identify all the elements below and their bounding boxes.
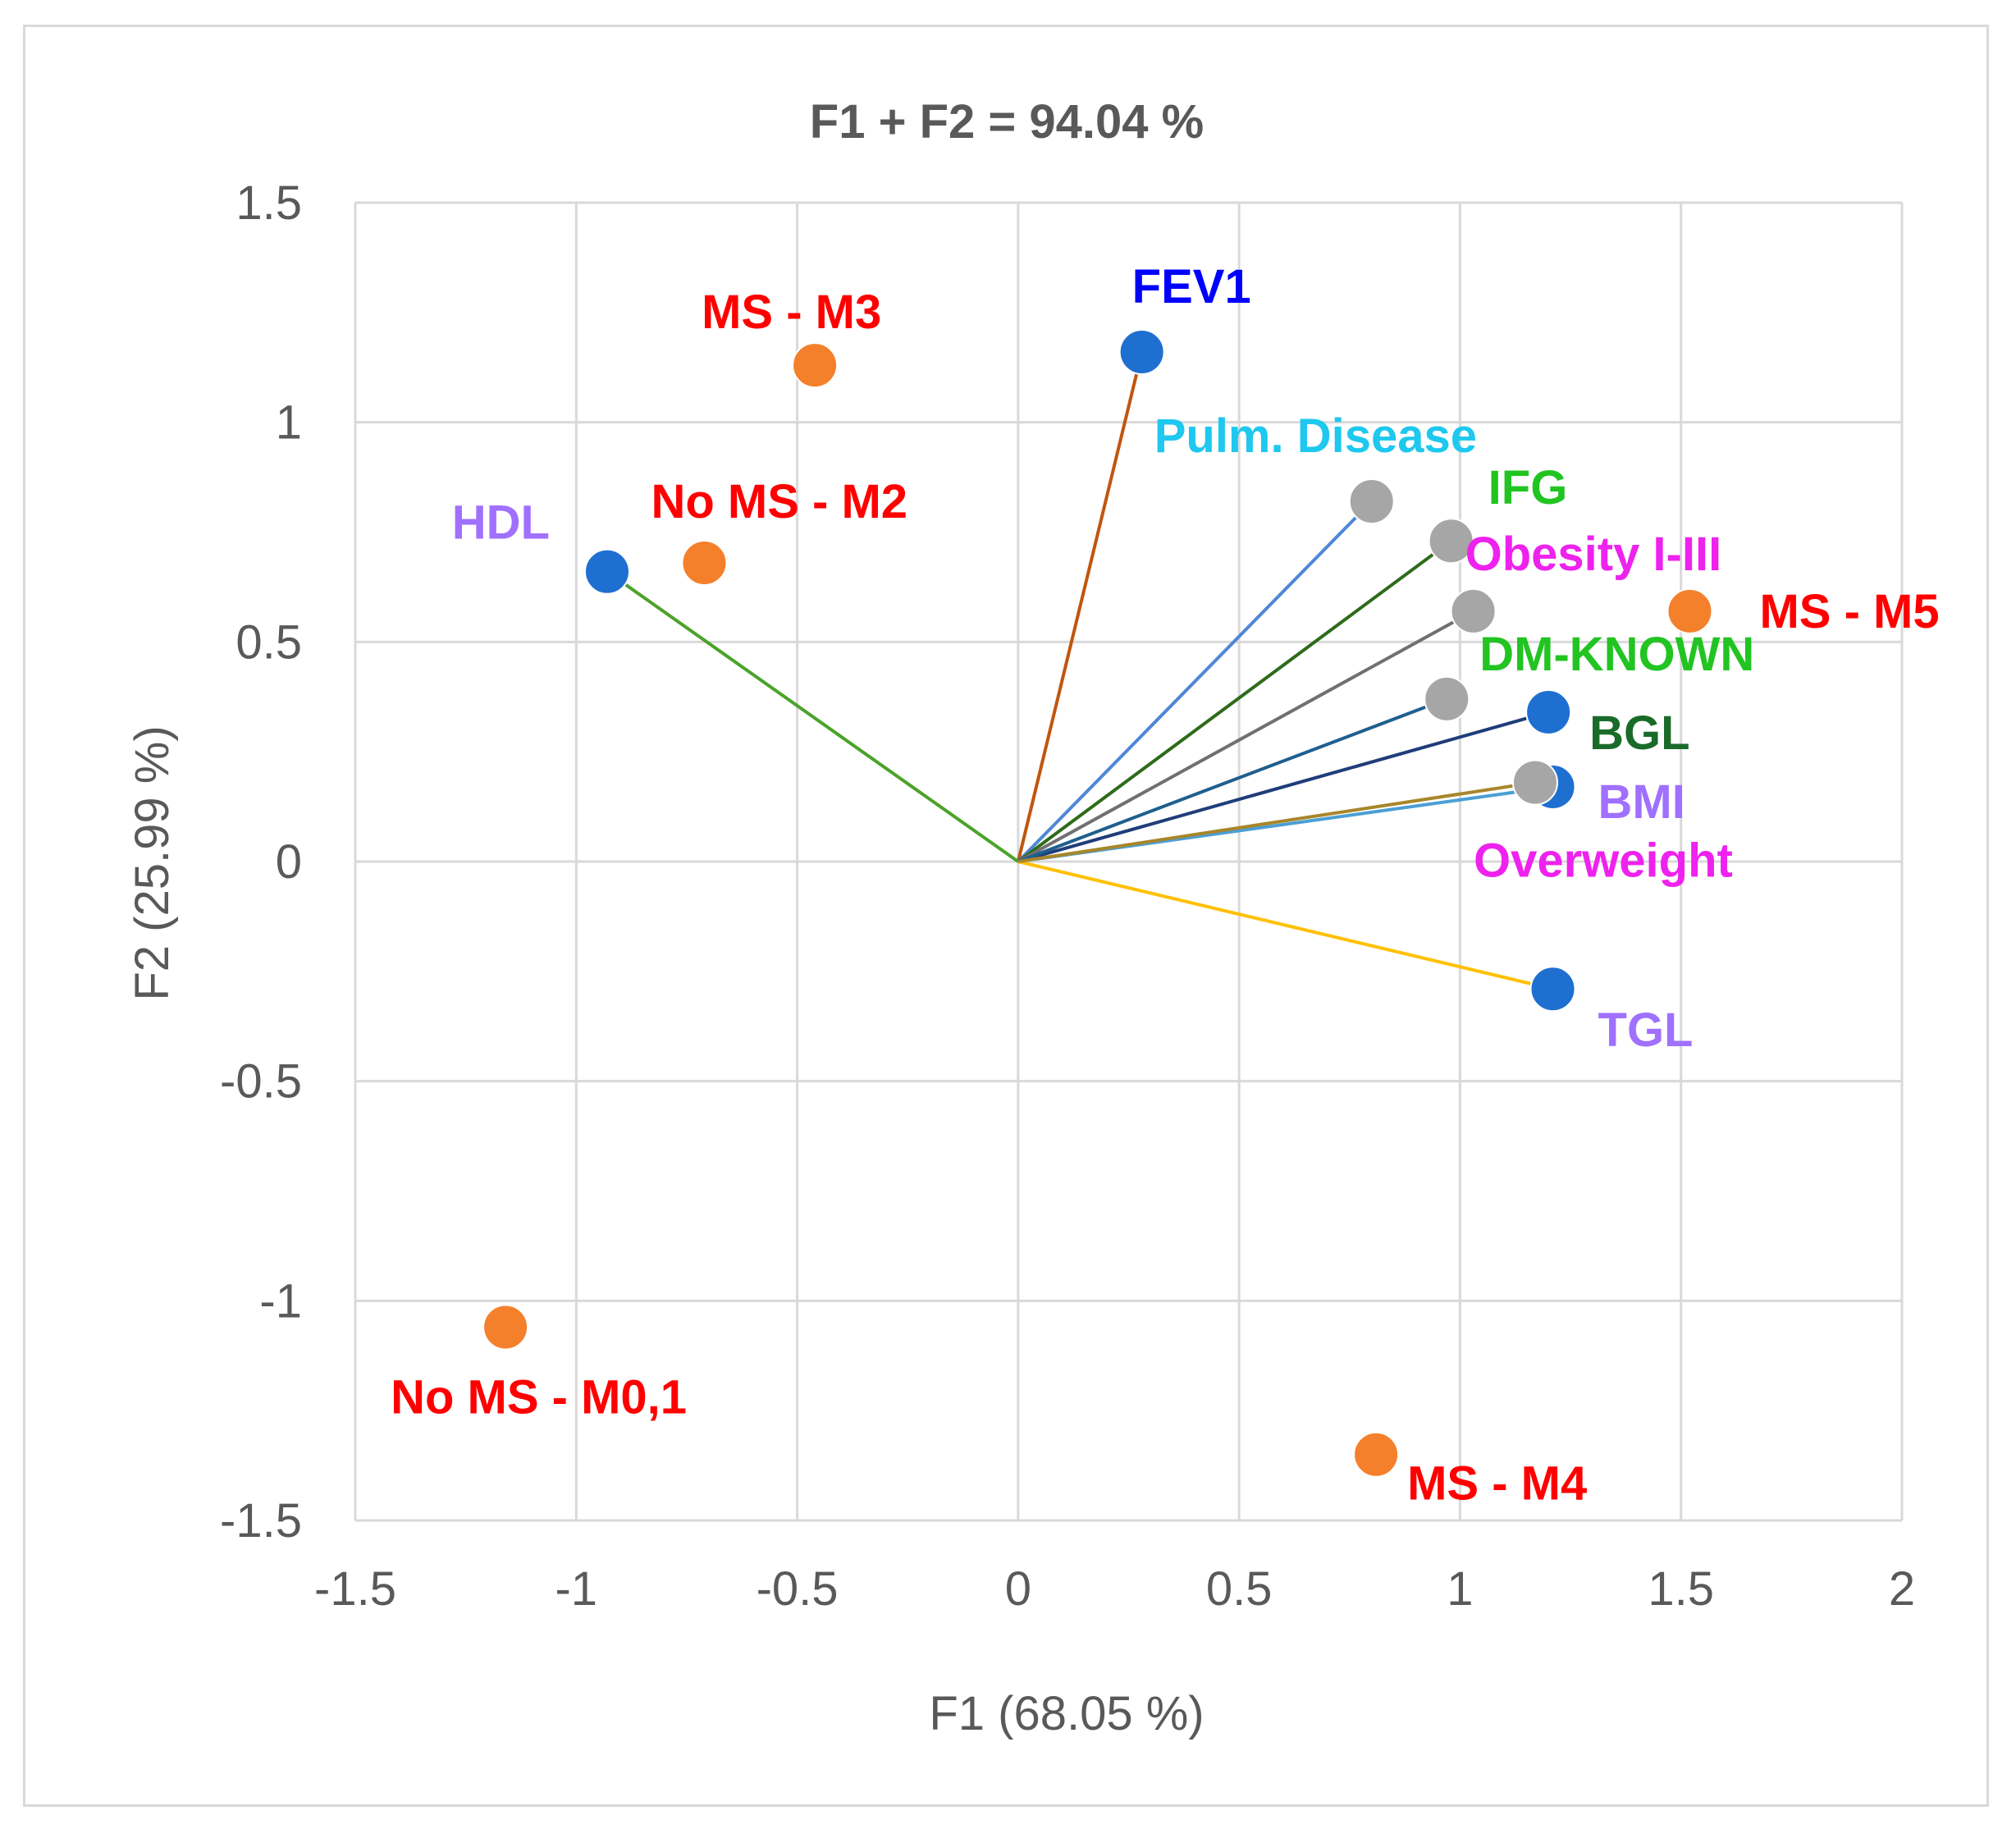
y-tick-label: 1.5 (235, 176, 302, 230)
tick-labels: -1.5 -1 -0.5 0 0.5 1 1.5 2 -1.5 -1 -0.5 0 0.5 1 1.5 (220, 176, 1915, 1616)
vector-pulm-disease (1017, 500, 1374, 863)
label-no-ms-m0-1: No MS - M0,1 (391, 1370, 687, 1424)
label-hdl: HDL (452, 496, 550, 550)
x-tick-label: 0 (1005, 1562, 1031, 1616)
marker-ifg (1428, 518, 1474, 565)
y-axis-title: F2 (25.99 %) (126, 725, 179, 1000)
y-tick-label: 0 (276, 835, 302, 889)
marker-ms-m4 (1353, 1431, 1400, 1478)
x-tick-label: 0.5 (1206, 1562, 1273, 1616)
marker-tgl (1529, 966, 1576, 1013)
chart-title: F1 + F2 = 94.04 % (810, 95, 1204, 149)
y-tick-label: 1 (276, 396, 302, 450)
label-overweight: Overweight (1474, 834, 1733, 888)
label-obesity-i-iii: Obesity I-III (1465, 528, 1722, 581)
vector-fev1 (1016, 351, 1144, 862)
vector-obesity-i-iii (1017, 610, 1474, 863)
chart-frame (23, 25, 1989, 1807)
x-tick-label: 2 (1889, 1562, 1915, 1616)
y-tick-label: -0.5 (220, 1055, 302, 1109)
label-dm-known: DM-KNOWN (1479, 628, 1754, 681)
label-no-ms-m2: No MS - M2 (651, 475, 907, 528)
marker-ms-m5 (1666, 588, 1713, 634)
label-fev1: FEV1 (1132, 260, 1251, 313)
vector-hdl (606, 570, 1020, 863)
label-pulm-disease: Pulm. Disease (1154, 409, 1477, 463)
vector-bgl (1017, 711, 1549, 863)
grid-lines (354, 201, 1904, 1522)
marker-ms-m3 (792, 342, 839, 389)
x-tick-label: 1.5 (1648, 1562, 1714, 1616)
marker-fev1 (1118, 329, 1165, 376)
variable-vectors (606, 351, 1553, 991)
x-tick-label: -1 (555, 1562, 597, 1616)
label-ms-m5: MS - M5 (1759, 585, 1939, 638)
x-axis-title: F1 (68.05 %) (929, 1687, 1204, 1740)
label-ms-m3: MS - M3 (702, 286, 881, 339)
x-tick-label: -1.5 (314, 1562, 396, 1616)
label-ms-m4: MS - M4 (1407, 1457, 1587, 1511)
x-tick-label: 1 (1447, 1562, 1473, 1616)
marker-hdl (583, 548, 630, 595)
marker-pulm-disease (1348, 478, 1395, 525)
y-tick-label: 0.5 (235, 615, 302, 669)
y-tick-label: -1.5 (220, 1494, 302, 1548)
marker-obesity-i-iii (1450, 588, 1497, 634)
label-bgl: BGL (1589, 706, 1689, 760)
point-labels: MS - M3 No MS - M2 MS - M5 No MS - M0,1 MS -… (391, 260, 1939, 1511)
marker-no-ms-m0-1 (482, 1304, 529, 1351)
x-tick-label: -0.5 (757, 1562, 839, 1616)
marker-dm-known (1424, 675, 1470, 722)
vector-dm-known (1017, 697, 1447, 863)
label-ifg: IFG (1488, 461, 1568, 514)
y-tick-label: -1 (259, 1274, 302, 1328)
vector-overweight (1017, 780, 1536, 863)
label-tgl: TGL (1598, 1004, 1694, 1057)
marker-bgl (1525, 688, 1572, 735)
marker-overweight (1511, 759, 1558, 806)
vector-tgl (1017, 860, 1553, 991)
vector-ifg (1017, 539, 1452, 863)
label-bmi: BMI (1598, 775, 1685, 829)
point-markers (482, 329, 1713, 1478)
marker-no-ms-m2 (681, 539, 728, 586)
